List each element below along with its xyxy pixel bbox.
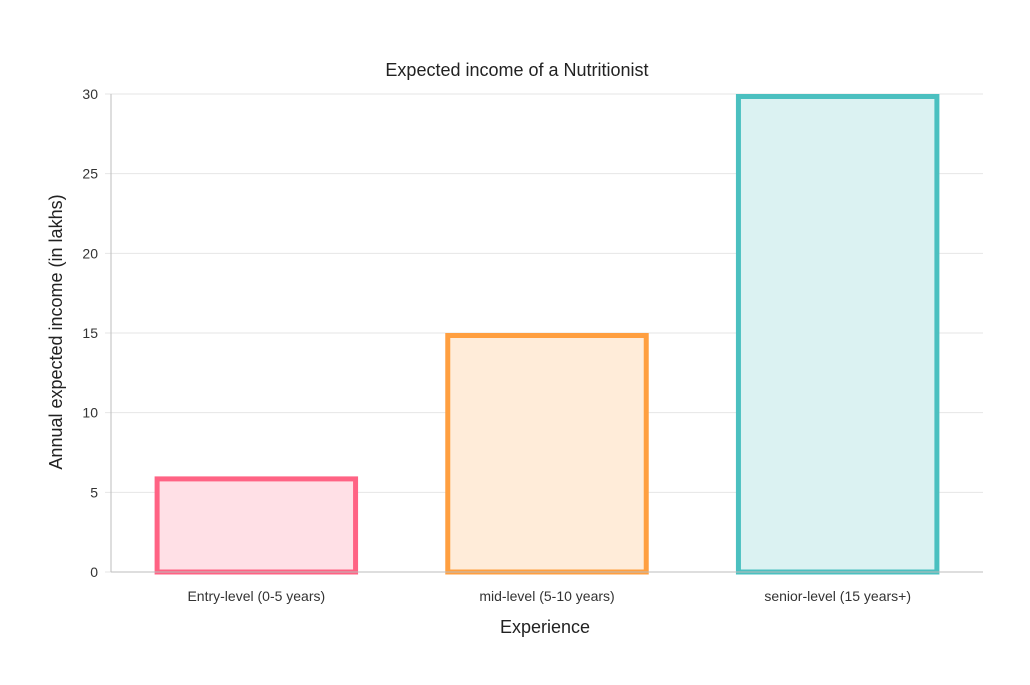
y-tick-label: 5 — [90, 484, 98, 500]
y-axis-title: Annual expected income (in lakhs) — [46, 194, 66, 469]
x-tick-label: Entry-level (0-5 years) — [187, 588, 325, 604]
y-tick-label: 30 — [82, 86, 98, 102]
y-tick-label: 15 — [82, 325, 98, 341]
bar — [154, 476, 359, 575]
x-axis-title: Experience — [500, 617, 590, 637]
y-tick-labels: 0 5 10 15 20 25 30 — [82, 86, 98, 580]
y-tick-label: 0 — [90, 564, 98, 580]
x-tick-label: senior-level (15 years+) — [764, 588, 911, 604]
x-tick-labels: Entry-level (0-5 years) mid-level (5-10 y… — [187, 588, 911, 604]
chart-title: Expected income of a Nutritionist — [385, 60, 648, 80]
bar — [445, 333, 649, 575]
y-tick-label: 25 — [82, 166, 98, 182]
bars — [154, 94, 940, 575]
bar — [735, 94, 940, 575]
y-tick-label: 20 — [82, 245, 98, 261]
x-tick-label: mid-level (5-10 years) — [479, 588, 614, 604]
y-tick-label: 10 — [82, 405, 98, 421]
